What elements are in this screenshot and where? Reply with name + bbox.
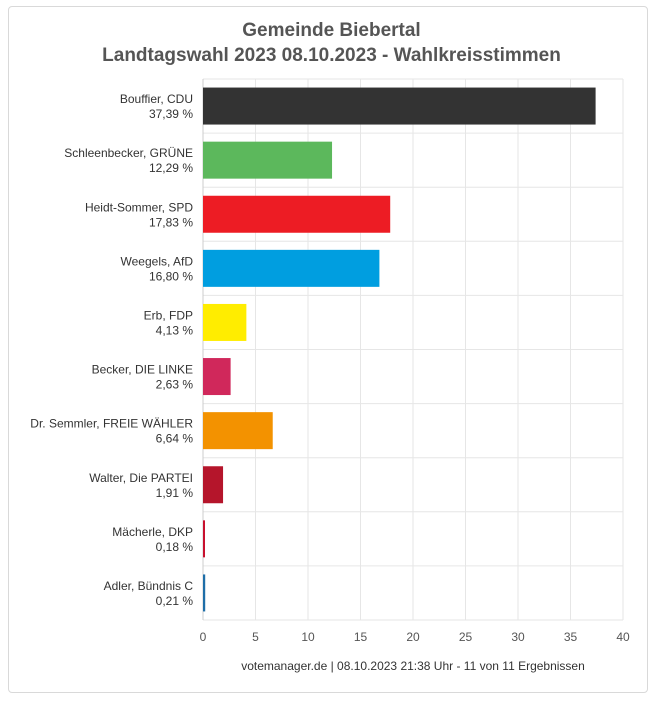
chart-footer: votemanager.de | 08.10.2023 21:38 Uhr - …: [241, 659, 585, 673]
bar: [203, 249, 380, 287]
x-tick-label: 20: [406, 630, 420, 644]
value-label: 37,39 %: [149, 107, 193, 121]
bar: [203, 412, 273, 450]
value-label: 2,63 %: [156, 378, 194, 392]
category-label: Bouffier, CDU: [120, 92, 193, 106]
category-label: Becker, DIE LINKE: [92, 363, 193, 377]
category-label: Heidt-Sommer, SPD: [85, 200, 193, 214]
bar: [203, 358, 231, 396]
x-tick-label: 35: [564, 630, 578, 644]
value-label: 12,29 %: [149, 161, 193, 175]
chart-title: Gemeinde Biebertal: [242, 20, 421, 41]
value-label: 0,18 %: [156, 540, 194, 554]
x-tick-label: 25: [459, 630, 473, 644]
category-label: Mächerle, DKP: [112, 525, 193, 539]
bar: [203, 520, 205, 558]
bar: [203, 303, 247, 341]
x-tick-label: 40: [616, 630, 630, 644]
category-label: Dr. Semmler, FREIE WÄHLER: [30, 417, 193, 431]
value-label: 4,13 %: [156, 323, 194, 337]
x-tick-label: 0: [200, 630, 207, 644]
bar: [203, 195, 391, 233]
x-tick-label: 15: [354, 630, 368, 644]
bar: [203, 574, 206, 612]
value-label: 1,91 %: [156, 486, 194, 500]
x-tick-label: 10: [301, 630, 315, 644]
category-label: Erb, FDP: [144, 308, 193, 322]
bar: [203, 466, 224, 504]
value-label: 6,64 %: [156, 432, 194, 446]
chart-subtitle: Landtagswahl 2023 08.10.2023 - Wahlkreis…: [102, 45, 561, 66]
x-tick-label: 30: [511, 630, 525, 644]
x-tick-label: 5: [252, 630, 259, 644]
bar: [203, 141, 333, 179]
category-label: Weegels, AfD: [121, 254, 194, 268]
category-label: Schleenbecker, GRÜNE: [64, 146, 193, 160]
value-label: 0,21 %: [156, 594, 194, 608]
bar: [203, 87, 596, 125]
category-label: Adler, Bündnis C: [104, 579, 194, 593]
value-label: 17,83 %: [149, 215, 193, 229]
value-label: 16,80 %: [149, 269, 193, 283]
category-label: Walter, Die PARTEI: [89, 471, 193, 485]
